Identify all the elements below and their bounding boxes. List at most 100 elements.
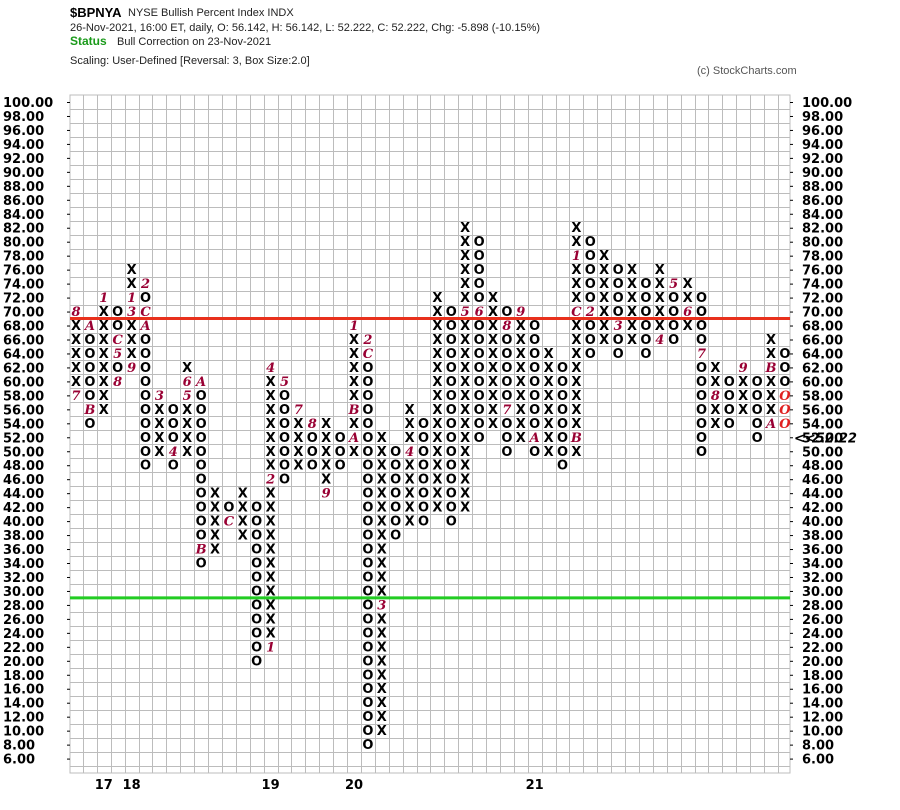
o-box: O [501,389,512,404]
x-box: X [432,487,442,502]
o-box: O [474,403,485,418]
o-box: O [585,263,596,278]
o-box: O [474,263,485,278]
o-box: O [779,417,791,432]
y-tick-label-left: 58.00 [3,389,44,404]
o-box: O [196,459,207,474]
x-box: X [349,361,359,376]
x-box: X [99,361,109,376]
o-box: O [557,375,568,390]
o-box: O [140,403,151,418]
x-box: X [377,431,387,446]
x-box: X [516,403,526,418]
o-box: O [112,361,123,376]
y-tick-label-left: 88.00 [3,180,44,195]
x-box: X [377,570,387,585]
o-box: O [390,445,401,460]
x-box: X [154,445,164,460]
x-box: X [71,361,81,376]
o-box: O [752,375,763,390]
y-tick-label-right: 30.00 [802,585,843,600]
o-box: O [696,431,707,446]
o-box: O [418,417,429,432]
y-tick-label-left: 32.00 [3,571,44,586]
x-box: X [571,221,581,236]
o-box: O [390,529,401,544]
o-box: O [418,501,429,516]
month-mark: 1 [349,319,358,334]
x-box: X [238,501,248,516]
o-box: O [362,403,373,418]
o-box: O [140,375,151,390]
y-tick-label-left: 96.00 [3,124,44,139]
month-mark: B [765,361,777,376]
o-box: O [446,305,457,320]
x-box: X [293,445,303,460]
x-tick-label: 19 [262,778,280,793]
x-box: X [377,487,387,502]
x-box: X [377,515,387,530]
y-tick-label-right: 14.00 [802,697,843,712]
y-tick-label-left: 18.00 [3,669,44,684]
y-tick-label-right: 90.00 [802,166,843,181]
o-box: O [557,389,568,404]
o-box: O [557,417,568,432]
x-box: X [710,361,720,376]
o-box: O [752,403,763,418]
x-box: X [377,445,387,460]
x-box: X [627,277,637,292]
y-tick-label-left: 34.00 [3,557,44,572]
x-box: X [460,389,470,404]
x-box: X [238,529,248,544]
x-box: X [488,347,498,362]
o-box: O [529,347,540,362]
y-tick-label-left: 26.00 [3,613,44,628]
x-box: X [99,305,109,320]
x-box: X [544,431,554,446]
o-box: O [446,333,457,348]
x-box: X [544,389,554,404]
y-tick-label-left: 70.00 [3,306,44,321]
o-box: O [446,459,457,474]
month-mark: 2 [362,333,372,348]
o-box: O [362,668,373,683]
x-box: X [377,529,387,544]
x-box: X [127,277,137,292]
y-tick-label-left: 56.00 [3,403,44,418]
month-mark: B [348,403,360,418]
o-box: O [640,305,651,320]
y-tick-label-left: 40.00 [3,515,44,530]
x-box: X [377,626,387,641]
o-box: O [724,417,735,432]
x-box: X [627,319,637,334]
y-tick-label-right: 84.00 [802,208,843,223]
o-box: O [140,417,151,432]
x-box: X [210,487,220,502]
o-box: O [168,459,179,474]
month-mark: 4 [266,361,275,376]
x-box: X [432,291,442,306]
y-tick-label-right: 100.00 [802,96,852,111]
y-tick-label-right: 98.00 [802,110,843,125]
o-box: O [196,473,207,488]
o-box: O [501,375,512,390]
o-box: O [557,459,568,474]
o-box: O [251,515,262,530]
x-box: X [377,557,387,572]
o-box: O [696,305,707,320]
month-mark: 7 [502,403,511,418]
x-box: X [293,417,303,432]
y-tick-label-left: 24.00 [3,627,44,642]
y-tick-label-right: 74.00 [802,278,843,293]
o-box: O [696,291,707,306]
month-mark: 2 [585,305,595,320]
quote-line: 26-Nov-2021, 16:00 ET, daily, O: 56.142,… [70,22,541,34]
o-box: O [418,487,429,502]
o-box: O [251,640,262,655]
x-box: X [460,459,470,474]
x-box: X [516,361,526,376]
y-tick-label-right: 36.00 [802,543,843,558]
x-box: X [766,347,776,362]
y-tick-label-right: 54.00 [802,417,843,432]
o-box: O [585,249,596,264]
